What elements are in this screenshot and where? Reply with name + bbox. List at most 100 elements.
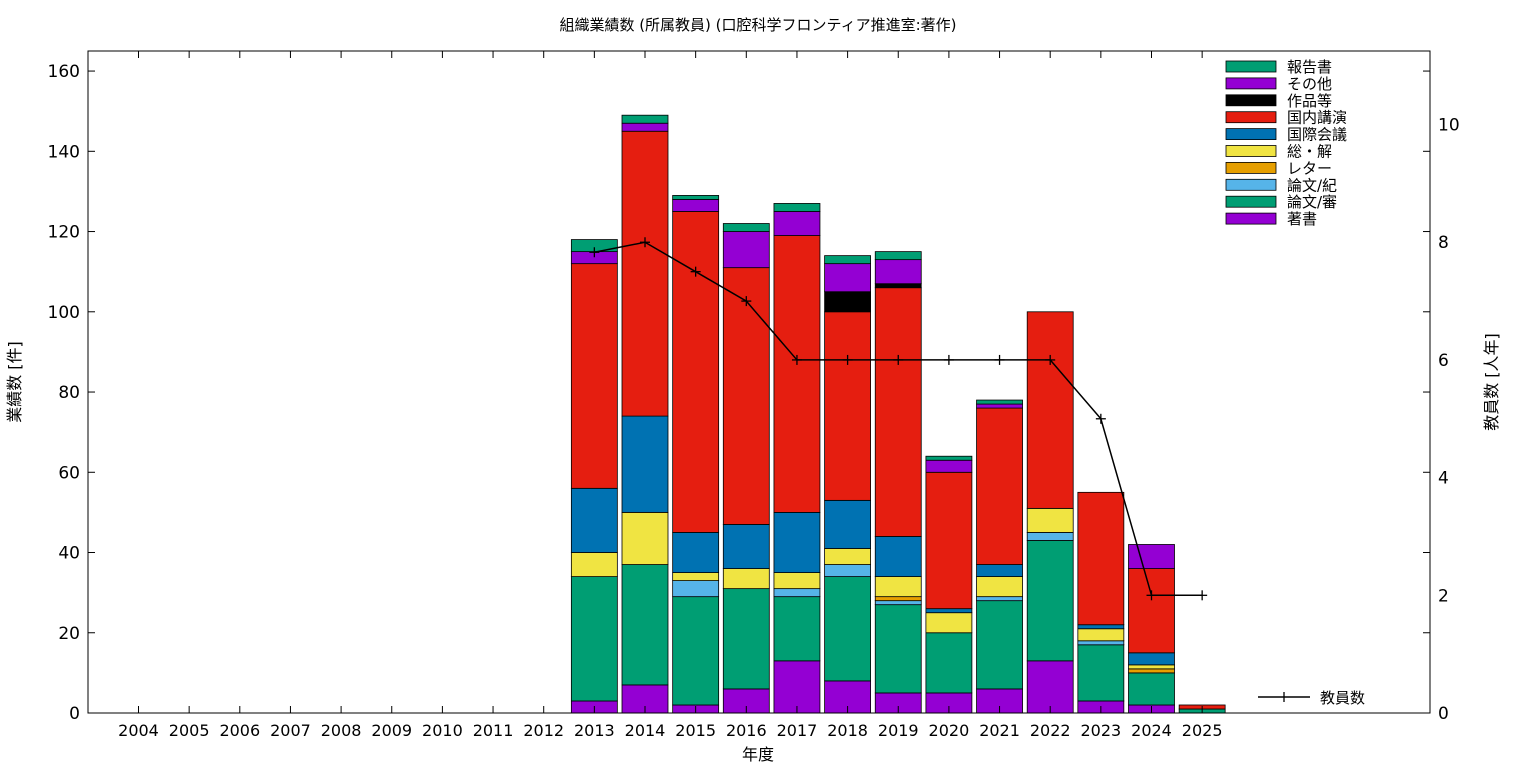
bar-2016-series-5 bbox=[722, 524, 770, 569]
legend-swatch-9 bbox=[1225, 212, 1277, 225]
bar-2015-series-4 bbox=[672, 572, 720, 582]
teacher-count-point-2016 bbox=[741, 296, 752, 307]
bar-2013-series-1 bbox=[570, 576, 618, 702]
teacher-count-point-2024 bbox=[1146, 590, 1157, 601]
y2-tick-label: 10 bbox=[1438, 116, 1460, 136]
x-tick-label: 2014 bbox=[625, 721, 666, 740]
legend-label-2: 作品等 bbox=[1287, 92, 1332, 110]
x-tick-label: 2016 bbox=[726, 721, 767, 740]
bar-2013-series-4 bbox=[570, 552, 618, 577]
teacher-count-point-2013 bbox=[589, 247, 600, 258]
bar-2022-series-0 bbox=[1026, 660, 1074, 714]
bar-2020-series-5 bbox=[925, 608, 973, 614]
bar-2014-series-6 bbox=[621, 130, 669, 417]
bar-2019-series-3 bbox=[874, 596, 922, 602]
x-tick-label: 2011 bbox=[473, 721, 514, 740]
bar-2024-series-3 bbox=[1128, 668, 1175, 674]
bar-2020-series-4 bbox=[925, 612, 973, 634]
x-tick-label: 2024 bbox=[1131, 721, 1172, 740]
legend-swatch-8 bbox=[1225, 195, 1277, 208]
bar-2019-series-5 bbox=[874, 536, 922, 577]
bars-layer bbox=[570, 114, 1226, 714]
x-tick-label: 2022 bbox=[1030, 721, 1071, 740]
x-tick-label: 2023 bbox=[1080, 721, 1121, 740]
bar-2013-series-5 bbox=[570, 487, 618, 553]
bar-2018-series-6 bbox=[824, 311, 871, 501]
bar-2014-series-9 bbox=[621, 114, 669, 124]
bar-2019-series-8 bbox=[874, 259, 922, 285]
bar-2019-series-1 bbox=[874, 604, 922, 694]
bar-2015-series-9 bbox=[672, 195, 720, 200]
bar-2016-series-4 bbox=[722, 568, 770, 590]
bar-2015-series-6 bbox=[672, 211, 720, 533]
bar-2017-series-2 bbox=[773, 588, 821, 598]
y2-tick-label: 6 bbox=[1438, 351, 1449, 371]
legend-swatch-2 bbox=[1225, 94, 1277, 107]
bar-2018-series-8 bbox=[824, 263, 871, 293]
y-tick-label: 120 bbox=[48, 223, 80, 243]
y-tick-label: 60 bbox=[58, 463, 80, 483]
bar-2018-series-5 bbox=[824, 499, 871, 549]
bar-2018-series-7 bbox=[824, 291, 871, 313]
bar-2017-series-1 bbox=[773, 596, 821, 662]
bar-2016-series-6 bbox=[722, 267, 770, 525]
axes-layer: 0 20 40 60 80 100 120 140 160 0 2 4 6 8 10 2004 2005 2006… bbox=[48, 51, 1460, 740]
legend-line-label: 教員数 bbox=[1320, 689, 1365, 707]
bar-2020-series-6 bbox=[925, 471, 973, 610]
bar-2017-series-6 bbox=[773, 235, 821, 513]
bar-2021-series-8 bbox=[976, 403, 1023, 409]
bar-2014-series-4 bbox=[621, 511, 669, 565]
bar-2016-series-8 bbox=[722, 231, 770, 269]
x-tick-label: 2006 bbox=[219, 721, 260, 740]
x-tick-label: 2008 bbox=[321, 721, 362, 740]
x-tick-label: 2017 bbox=[777, 721, 818, 740]
bar-2023-series-1 bbox=[1077, 644, 1125, 702]
teacher-count-point-2022 bbox=[1045, 354, 1056, 365]
x-tick-label: 2007 bbox=[270, 721, 311, 740]
x-axis-label: 年度 bbox=[742, 745, 774, 764]
legend-label-4: 国際会議 bbox=[1287, 126, 1347, 144]
x-tick-label: 2021 bbox=[979, 721, 1020, 740]
bar-2018-series-2 bbox=[824, 564, 871, 577]
x-tick-label: 2025 bbox=[1182, 721, 1223, 740]
bar-2024-series-5 bbox=[1128, 652, 1175, 666]
bar-2017-series-8 bbox=[773, 211, 821, 236]
teacher-count-point-2017 bbox=[791, 354, 802, 365]
bar-2024-series-4 bbox=[1128, 664, 1175, 670]
x-tick-label: 2019 bbox=[878, 721, 919, 740]
bar-2021-series-4 bbox=[976, 576, 1023, 598]
x-tick-label: 2015 bbox=[675, 721, 716, 740]
y-tick-label: 80 bbox=[58, 383, 80, 403]
legend-swatch-1 bbox=[1225, 77, 1277, 90]
bar-2021-series-2 bbox=[976, 596, 1023, 602]
bar-2016-series-1 bbox=[722, 588, 770, 690]
x-tick-label: 2009 bbox=[371, 721, 412, 740]
legend-label-0: 報告書 bbox=[1287, 58, 1332, 76]
bar-2020-series-8 bbox=[925, 459, 973, 473]
bar-2024-series-8 bbox=[1128, 544, 1175, 569]
plot-frame bbox=[87, 50, 1431, 714]
bar-2017-series-9 bbox=[773, 203, 821, 212]
x-tick-label: 2013 bbox=[574, 721, 615, 740]
bar-2014-series-5 bbox=[621, 415, 669, 513]
bar-2017-series-4 bbox=[773, 572, 821, 590]
y2-tick-label: 8 bbox=[1438, 233, 1449, 253]
bar-2015-series-5 bbox=[672, 532, 720, 573]
bar-2017-series-5 bbox=[773, 511, 821, 573]
y-tick-label: 160 bbox=[48, 62, 80, 82]
x-tick-label: 2004 bbox=[118, 721, 159, 740]
legend-label-1: その他 bbox=[1287, 75, 1332, 93]
bar-2019-series-7 bbox=[874, 283, 922, 289]
bar-2019-series-6 bbox=[874, 287, 922, 537]
legend-swatch-5 bbox=[1225, 145, 1277, 157]
teacher-count-point-2019 bbox=[893, 354, 904, 365]
x-tick-label: 2012 bbox=[523, 721, 564, 740]
teacher-count-point-2015 bbox=[690, 266, 701, 277]
legend-swatch-3 bbox=[1225, 111, 1277, 124]
bar-2021-series-9 bbox=[976, 399, 1023, 405]
bar-2015-series-1 bbox=[672, 596, 720, 706]
y-tick-label: 0 bbox=[69, 704, 80, 724]
bar-2015-series-2 bbox=[672, 580, 720, 598]
legend-label-9: 著書 bbox=[1287, 210, 1317, 228]
